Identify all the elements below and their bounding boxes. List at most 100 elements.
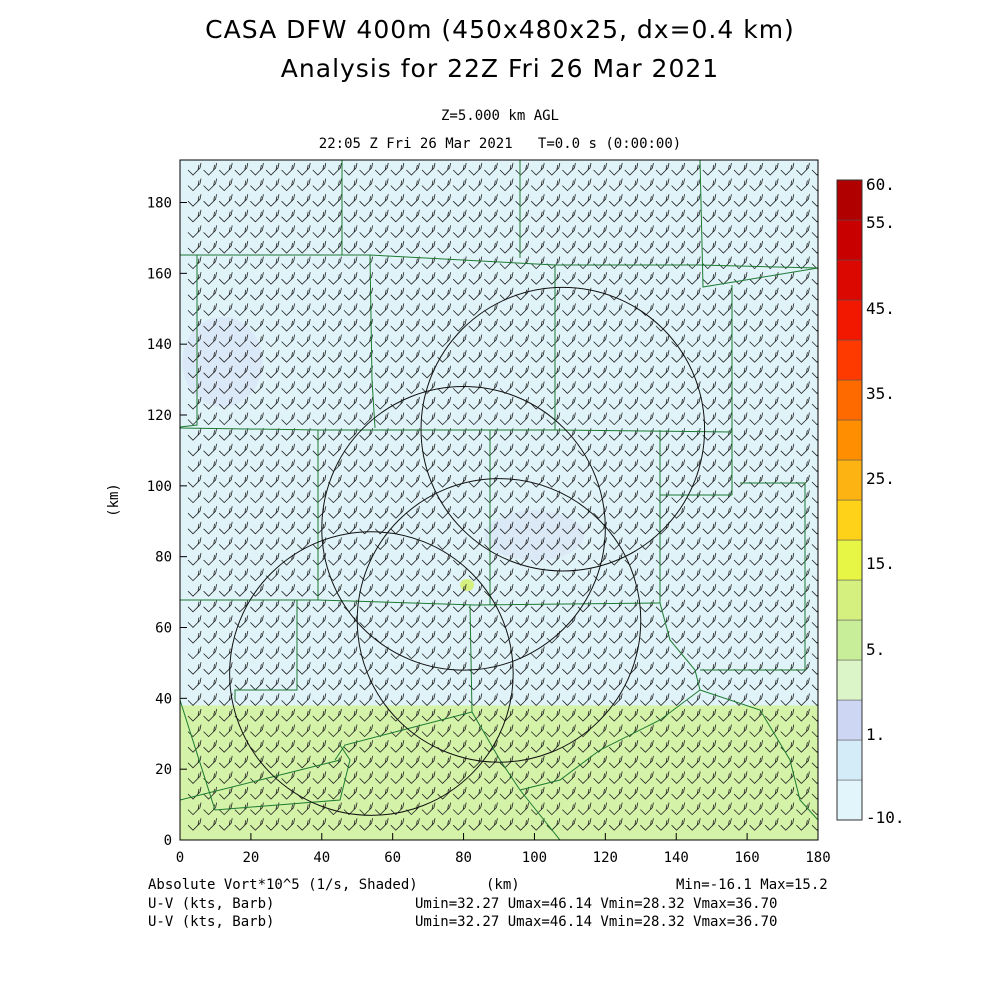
wind-barb — [686, 459, 701, 472]
wind-barb — [218, 412, 233, 426]
wind-barb — [265, 615, 280, 628]
wind-barb — [811, 731, 818, 738]
wind-barb — [655, 162, 670, 176]
chart-title: CASA DFW 400m (450x480x25, dx=0.4 km) — [205, 15, 795, 44]
wind-barb — [764, 318, 779, 332]
wind-barb — [499, 225, 514, 238]
wind-barb — [218, 521, 233, 535]
vorticity-patch — [182, 316, 263, 407]
colorbar-label: 5. — [866, 640, 885, 659]
wind-barb — [187, 802, 202, 816]
wind-barb — [296, 724, 311, 738]
wind-barb — [312, 350, 327, 363]
wind-barb — [640, 646, 654, 660]
wind-barb — [468, 194, 483, 207]
wind-barb — [530, 350, 545, 363]
wind-barb — [608, 693, 623, 706]
wind-barb — [281, 256, 295, 270]
wind-barb — [655, 646, 670, 660]
wind-barb — [343, 396, 358, 410]
wind-barb — [811, 622, 818, 628]
wind-barb — [250, 506, 264, 519]
wind-barb — [343, 194, 358, 207]
wind-barb — [546, 724, 561, 738]
wind-barb — [733, 506, 748, 519]
wind-barb — [468, 162, 483, 176]
wind-barb — [702, 225, 717, 238]
wind-barb — [343, 443, 358, 457]
wind-barb — [359, 443, 373, 457]
wind-barb — [468, 693, 483, 706]
wind-barb — [796, 350, 810, 363]
wind-barb — [764, 287, 779, 301]
wind-barb — [281, 272, 295, 285]
wind-barb — [718, 646, 732, 660]
wind-barb — [468, 786, 483, 800]
wind-barb — [530, 818, 545, 831]
wind-barb — [468, 708, 483, 722]
wind-barb — [359, 459, 373, 472]
field-label: Absolute Vort*10^5 (1/s, Shaded) — [148, 877, 418, 893]
wind-barb — [390, 256, 405, 270]
wind-barb — [749, 365, 763, 379]
wind-barb — [608, 599, 623, 613]
wind-barb — [421, 443, 436, 457]
wind-barb — [499, 818, 514, 831]
wind-barb — [312, 194, 327, 207]
wind-barb — [811, 372, 818, 379]
wind-barb — [296, 412, 311, 426]
wind-barb — [421, 708, 436, 722]
wind-barb — [421, 724, 436, 738]
wind-barb — [780, 552, 795, 566]
wind-barb — [749, 318, 763, 332]
wind-barb — [562, 490, 576, 504]
wind-barb — [265, 303, 280, 316]
wind-barb — [406, 240, 420, 254]
wind-barb — [718, 162, 732, 176]
wind-barb — [640, 552, 654, 566]
wind-barb — [764, 568, 779, 582]
wind-barb — [265, 443, 280, 457]
wind-barb — [468, 287, 483, 301]
wind-barb — [328, 178, 342, 192]
wind-barb — [718, 381, 732, 394]
wind-barb — [359, 786, 373, 800]
wind-barb — [234, 552, 249, 566]
wind-barb — [187, 490, 202, 504]
wind-barb — [764, 162, 779, 176]
wind-barb — [437, 677, 451, 691]
wind-barb — [218, 396, 233, 410]
wind-barb — [671, 459, 685, 472]
wind-barb — [577, 818, 592, 831]
wind-barb — [530, 318, 545, 332]
colorbar-swatch — [836, 179, 863, 221]
wind-barb — [390, 334, 405, 348]
wind-barb — [468, 459, 483, 472]
wind-barb — [655, 693, 670, 706]
wind-barb — [640, 568, 654, 582]
wind-barb — [374, 521, 389, 535]
wind-barb — [686, 194, 701, 207]
wind-barb — [421, 381, 436, 394]
wind-barb — [250, 662, 264, 675]
wind-barb — [671, 552, 685, 566]
colorbar-label: 15. — [866, 554, 895, 573]
wind-barb — [359, 194, 373, 207]
wind-barb — [281, 194, 295, 207]
wind-barb — [499, 521, 514, 535]
wind-barb — [655, 303, 670, 316]
wind-barb — [406, 646, 420, 660]
wind-barb — [811, 466, 818, 472]
wind-barb — [530, 272, 545, 285]
wind-barb — [530, 443, 545, 457]
wind-barb — [796, 240, 810, 254]
wind-barb — [203, 724, 217, 738]
wind-barbs — [187, 162, 818, 831]
wind-barb — [406, 162, 420, 176]
wind-barb — [406, 630, 420, 644]
wind-barb — [655, 818, 670, 831]
wind-barb — [218, 365, 233, 379]
wind-barb — [437, 615, 451, 628]
wind-barb — [811, 778, 818, 784]
wind-barb — [484, 225, 498, 238]
